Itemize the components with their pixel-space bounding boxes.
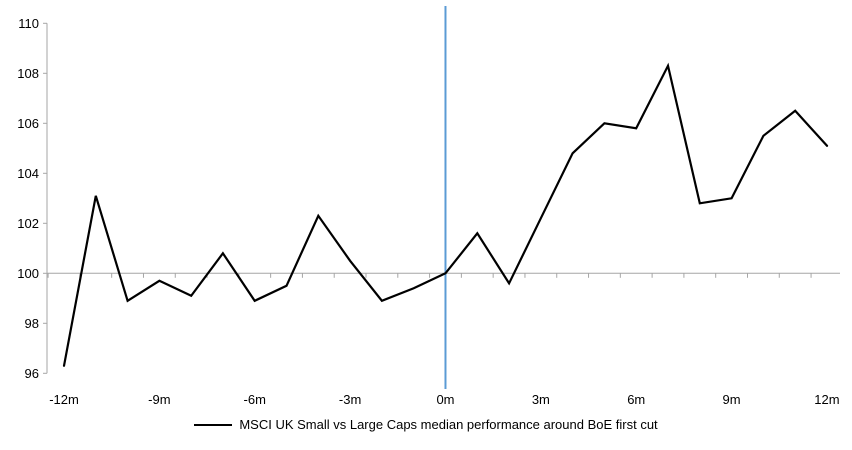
chart-legend: MSCI UK Small vs Large Caps median perfo… [0,417,852,432]
x-axis-tick-label: -12m [49,392,79,407]
y-axis-tick-label: 104 [17,166,39,181]
y-axis-tick-label: 102 [17,216,39,231]
y-axis-tick-label: 96 [25,366,39,381]
y-axis-tick-label: 110 [18,16,39,31]
x-axis-tick-label: 3m [532,392,550,407]
y-axis-tick-label: 106 [17,116,39,131]
y-axis-tick-label: 98 [25,316,39,331]
x-axis-tick-label: 6m [627,392,645,407]
x-axis-tick-label: 12m [814,392,839,407]
x-axis-tick-label: -6m [244,392,266,407]
y-axis-tick-label: 100 [17,266,39,281]
series-line [62,62,829,367]
x-axis-tick-label: -3m [339,392,361,407]
y-axis-tick-label: 108 [17,66,39,81]
legend-label: MSCI UK Small vs Large Caps median perfo… [239,417,658,432]
x-axis-tick-label: 9m [723,392,741,407]
x-axis-tick-label: -9m [148,392,170,407]
legend-line-sample [194,423,233,426]
x-axis-tick-label: 0m [436,392,454,407]
